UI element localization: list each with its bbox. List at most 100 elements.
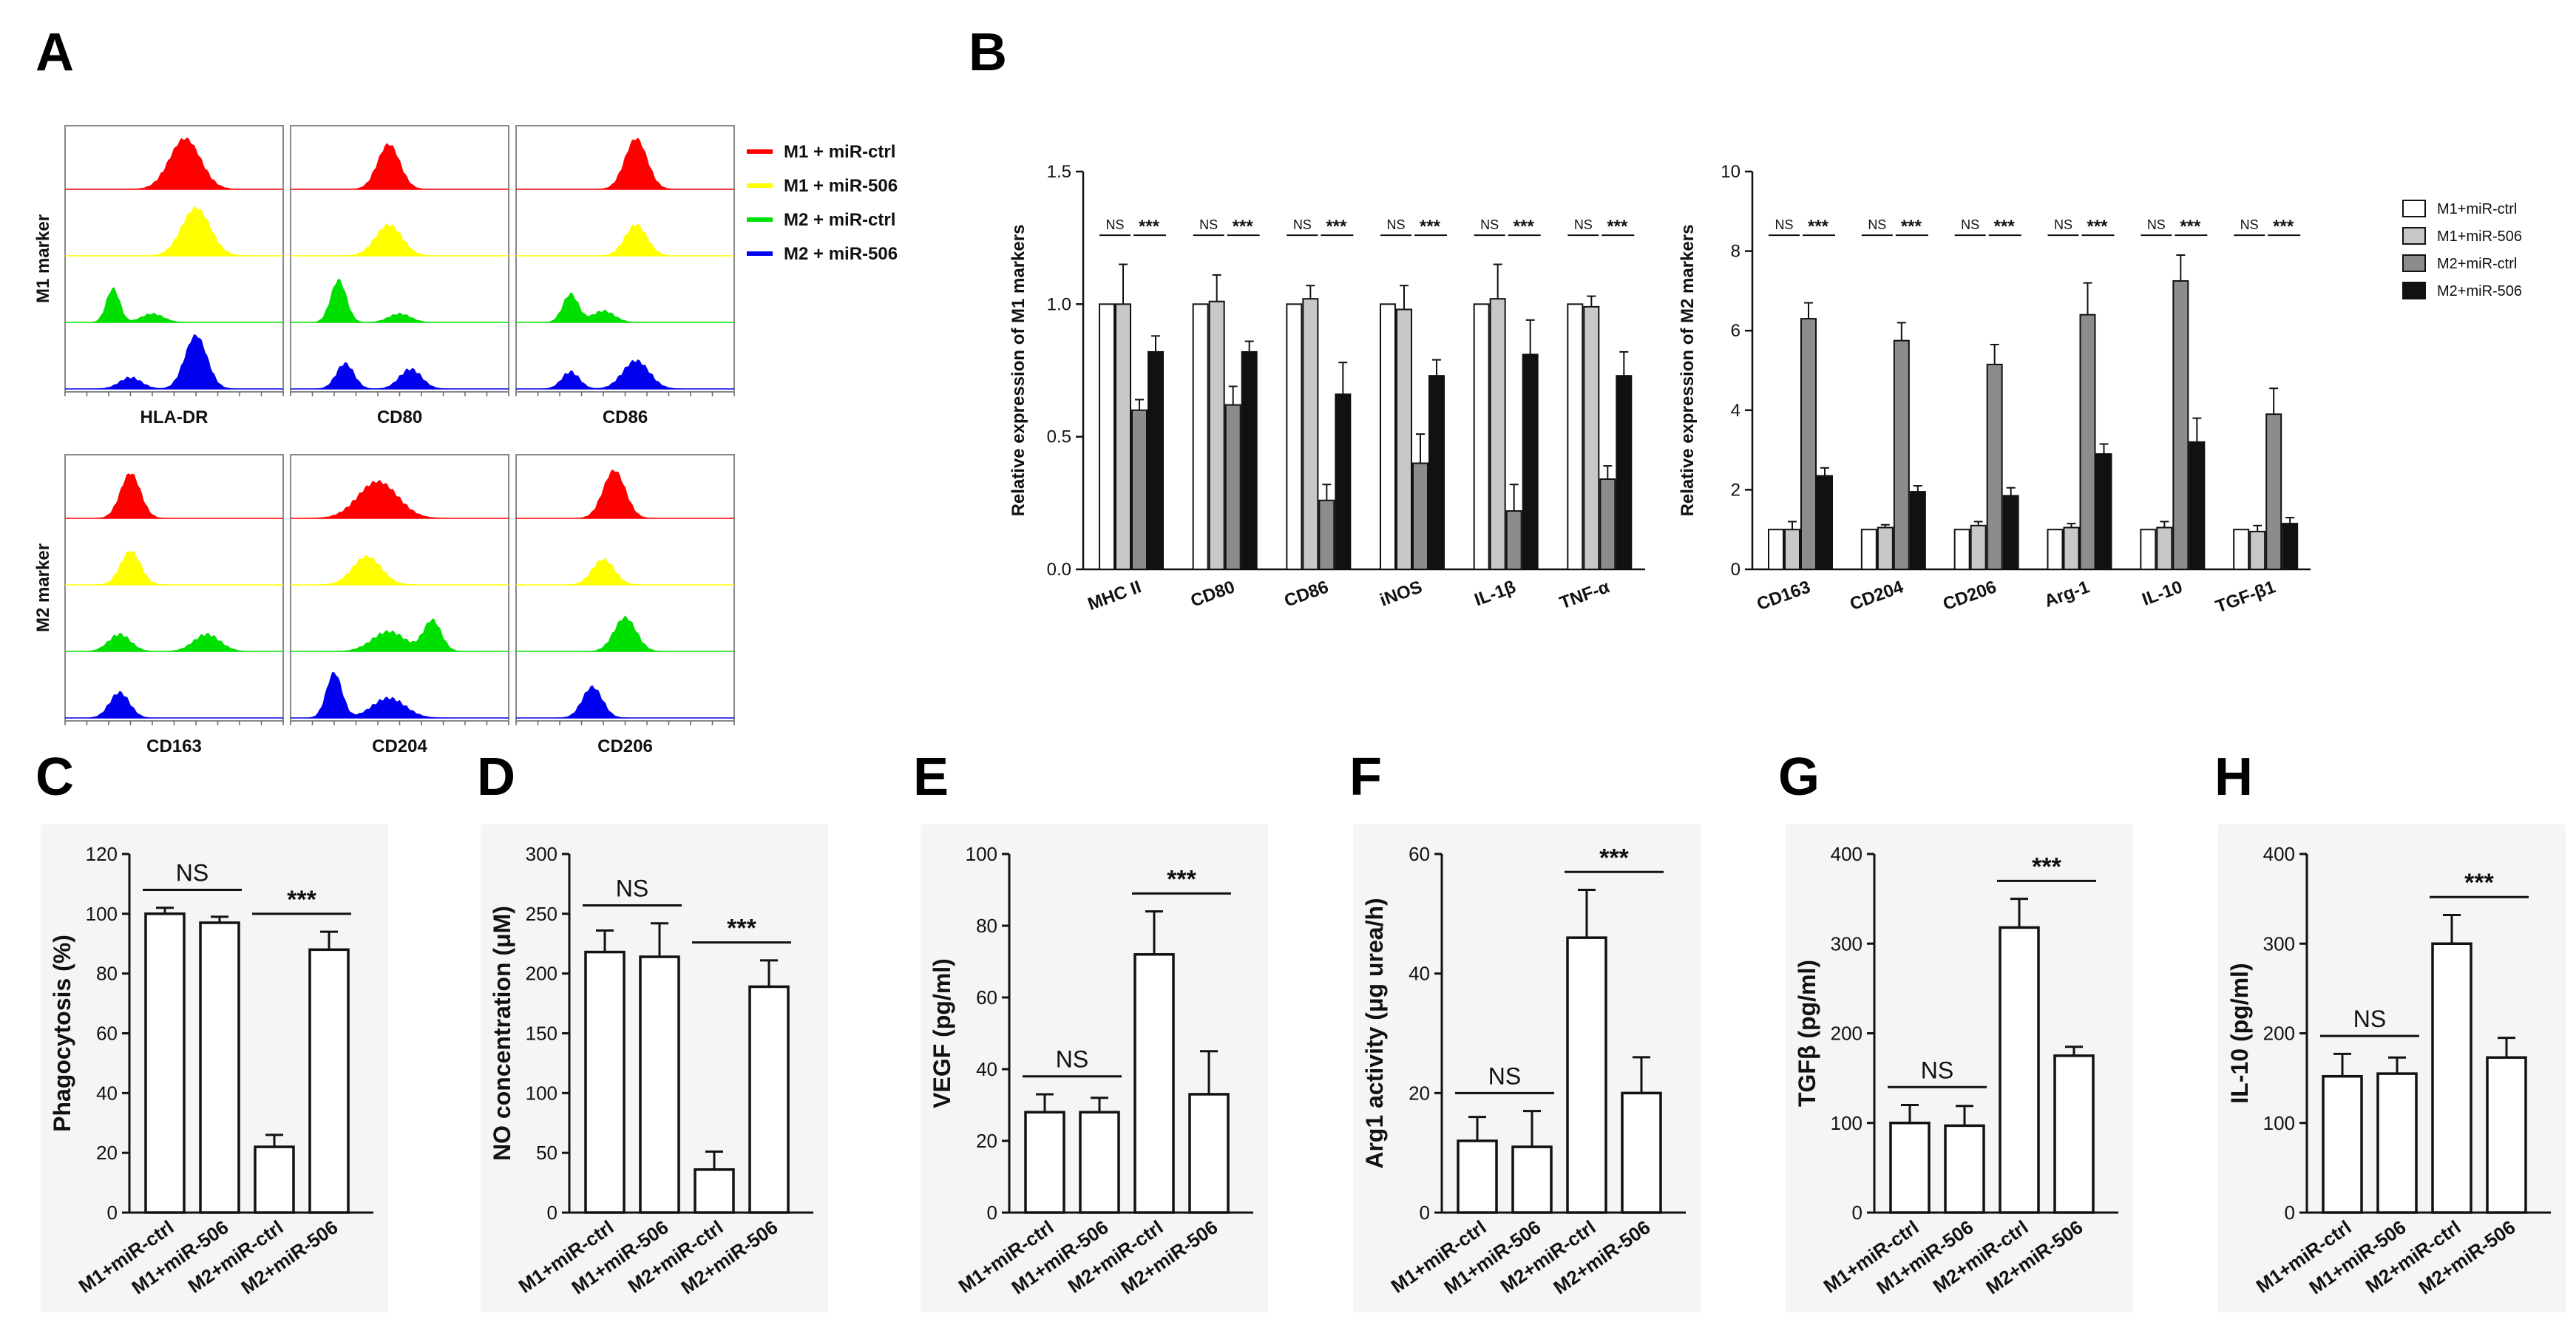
ns-label: NS: [1386, 217, 1405, 232]
category-label: CD80: [1188, 577, 1238, 611]
panel-label-e: E: [913, 748, 949, 807]
sig-label: ***: [287, 886, 316, 914]
bar-m1-mir-506: [1396, 308, 1412, 570]
bar-m2-mir-506: [1241, 350, 1258, 570]
category-label: IL-10: [2140, 577, 2186, 610]
panel-label-b: B: [969, 23, 1007, 82]
ns-label: NS: [1199, 217, 1218, 232]
y-axis-label: Arg1 activity (μg urea/h): [1361, 898, 1388, 1168]
y-tick-label: 10: [1721, 162, 1741, 182]
histogram-m1-0-1: [65, 206, 283, 257]
bar-m1-mir-506: [1079, 1111, 1120, 1214]
y-tick-label: 0.0: [1047, 560, 1071, 580]
y-tick-label: 0: [2285, 1202, 2295, 1224]
bar-m1-mir-ctrl: [1567, 303, 1584, 570]
marker-label: CD86: [603, 407, 648, 427]
bar-m2-mir-ctrl: [2079, 314, 2096, 570]
sig-label: ***: [1139, 217, 1160, 237]
legend-label: M2+miR-ctrl: [2437, 256, 2517, 272]
category-label: CD163: [1755, 577, 1813, 614]
sig-label: ***: [1233, 217, 1254, 237]
y-tick-label: 400: [2263, 843, 2295, 865]
histogram-m2-2-0: [516, 469, 734, 519]
y-tick-label: 0: [547, 1202, 557, 1224]
panel-label-h: H: [2214, 748, 2253, 807]
histogram-m2-2-3: [516, 685, 734, 719]
histogram-m2-1-1: [291, 555, 509, 586]
legend-label: M1 + miR-506: [784, 176, 898, 196]
bar-m2-mir-506: [1909, 491, 1926, 571]
histogram-m1-0-2: [65, 287, 283, 323]
y-tick-label: 20: [1409, 1082, 1430, 1104]
row-label: M2 marker: [33, 543, 53, 632]
bar-m2-mir-ctrl: [1224, 404, 1241, 570]
y-tick-label: 60: [1409, 843, 1430, 865]
bar-m2-mir-506: [1522, 353, 1539, 570]
y-tick-label: 0.5: [1047, 427, 1071, 447]
bar-m2-mir-506: [1621, 1091, 1662, 1214]
histogram-m2-1-2: [291, 618, 509, 652]
histogram-m2-1-0: [291, 479, 509, 519]
histogram-m1-0-3: [65, 333, 283, 390]
chart-b2: 0 2 4 6 8 10 Relative expression of M2 markers…: [1678, 162, 2522, 617]
y-axis-label: NO concentration (μM): [489, 906, 515, 1161]
category-label: Arg-1: [2041, 577, 2092, 611]
histogram-m1-2-1: [516, 223, 734, 257]
ns-label: NS: [1921, 1057, 1953, 1083]
y-tick-label: 8: [1731, 242, 1741, 262]
bar-m1-mir-506: [1302, 298, 1319, 570]
bar-m1-mir-506: [199, 921, 240, 1214]
legend-label: M1+miR-506: [2437, 228, 2522, 245]
bar-m2-mir-ctrl: [1505, 510, 1522, 570]
y-tick-label: 300: [1831, 932, 1862, 955]
sig-label: ***: [2180, 217, 2201, 237]
bar-m1-mir-ctrl: [584, 950, 626, 1214]
sig-label: ***: [1420, 217, 1441, 237]
sig-label: ***: [1607, 217, 1628, 237]
histogram-m2-0-3: [65, 691, 283, 719]
bar-m1-mir-ctrl: [1192, 303, 1209, 570]
ns-label: NS: [1868, 217, 1886, 232]
bar-m1-mir-506: [1944, 1124, 1985, 1214]
y-tick-label: 80: [96, 963, 118, 985]
ns-label: NS: [1961, 217, 1979, 232]
histogram-m1-0-0: [65, 137, 283, 190]
bar-m1-mir-ctrl: [1380, 303, 1396, 570]
category-label: MHC II: [1085, 577, 1144, 614]
bar-m2-mir-ctrl: [1412, 462, 1428, 570]
category-label: TNF-α: [1557, 577, 1613, 613]
chart-background: [921, 824, 1268, 1312]
panel-a: HLA-DR CD80 CD86 M1 marker CD163 CD204 CD206 M2…: [33, 125, 898, 756]
bar-m1-mir-ctrl: [1024, 1111, 1065, 1214]
y-tick-label: 200: [2263, 1023, 2295, 1045]
histogram-m2-0-2: [65, 633, 283, 652]
bar-m1-mir-506: [2249, 530, 2266, 571]
ns-label: NS: [2353, 1006, 2386, 1032]
category-label: CD204: [1847, 577, 1906, 614]
bar-m1-mir-506: [1489, 298, 1506, 570]
bar-m2-mir-506: [2189, 441, 2206, 571]
histogram-m1-2-0: [516, 138, 734, 190]
marker-label: CD80: [377, 407, 422, 427]
bar-m2-mir-506: [2002, 495, 2019, 570]
y-tick-label: 40: [976, 1058, 997, 1080]
bar-m1-mir-ctrl: [1457, 1139, 1498, 1214]
bar-m2-mir-ctrl: [1599, 478, 1616, 571]
histogram-m1-1-0: [291, 143, 509, 190]
legend-swatch: [2402, 282, 2426, 299]
y-tick-label: 50: [536, 1142, 557, 1164]
sig-label: ***: [2464, 869, 2494, 897]
histogram-m2-1-3: [291, 672, 509, 719]
sig-label: ***: [1326, 217, 1347, 237]
ns-label: NS: [2240, 217, 2259, 232]
bar-m2-mir-ctrl: [1133, 953, 1175, 1214]
bar-m1-mir-ctrl: [1860, 529, 1877, 571]
y-tick-label: 40: [1409, 963, 1430, 985]
ns-label: NS: [1488, 1063, 1521, 1089]
bar-m1-mir-ctrl: [1889, 1122, 1931, 1214]
y-tick-label: 100: [966, 843, 997, 865]
